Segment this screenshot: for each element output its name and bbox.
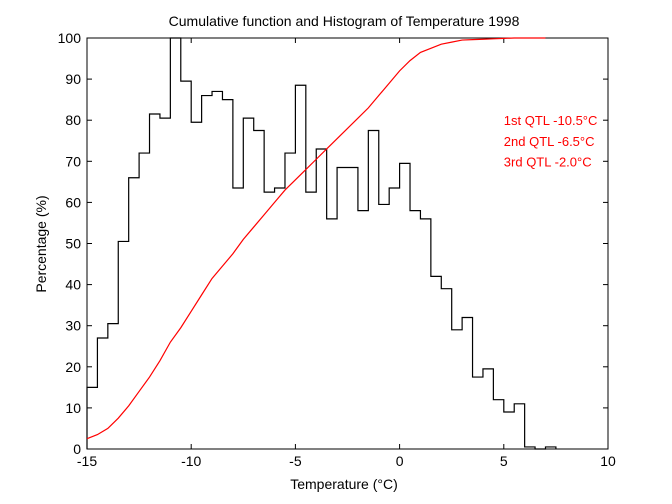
plot-area — [86, 37, 609, 450]
y-tick-label: 90 — [65, 71, 81, 87]
y-tick-label: 80 — [65, 112, 81, 128]
x-tick-label: 0 — [396, 453, 404, 469]
x-axis-label: Temperature (°C) — [290, 476, 398, 492]
x-tick-label: -5 — [289, 453, 302, 469]
y-axis-ticks: 0 10 20 30 40 50 60 70 80 90 100 — [58, 30, 608, 457]
y-tick-label: 20 — [65, 359, 81, 375]
y-tick-label: 40 — [65, 277, 81, 293]
x-tick-label: 5 — [500, 453, 508, 469]
y-tick-label: 50 — [65, 236, 81, 252]
cumulative-series-line — [86, 37, 546, 440]
series-layer — [86, 37, 557, 450]
y-tick-label: 0 — [73, 441, 81, 457]
x-axis-ticks: -15 -10 -5 0 5 10 — [77, 38, 616, 469]
plot-frame — [86, 37, 609, 450]
x-tick-label: 10 — [600, 453, 616, 469]
y-axis-label: Percentage (%) — [33, 195, 49, 292]
x-tick-label: -15 — [77, 453, 97, 469]
chart-title: Cumulative function and Histogram of Tem… — [169, 13, 520, 29]
quartile-annotation: 1st QTL -10.5°C — [504, 113, 598, 128]
y-tick-label: 70 — [65, 153, 81, 169]
y-tick-label: 100 — [58, 30, 82, 46]
y-tick-label: 10 — [65, 400, 81, 416]
annotation-layer: 1st QTL -10.5°C 2nd QTL -6.5°C 3rd QTL -2.… — [504, 113, 598, 169]
y-tick-label: 30 — [65, 318, 81, 334]
quartile-annotation: 3rd QTL -2.0°C — [504, 154, 592, 169]
y-tick-label: 60 — [65, 194, 81, 210]
quartile-annotation: 2nd QTL -6.5°C — [504, 134, 595, 149]
histogram-series — [86, 37, 557, 450]
x-tick-label: -10 — [181, 453, 201, 469]
